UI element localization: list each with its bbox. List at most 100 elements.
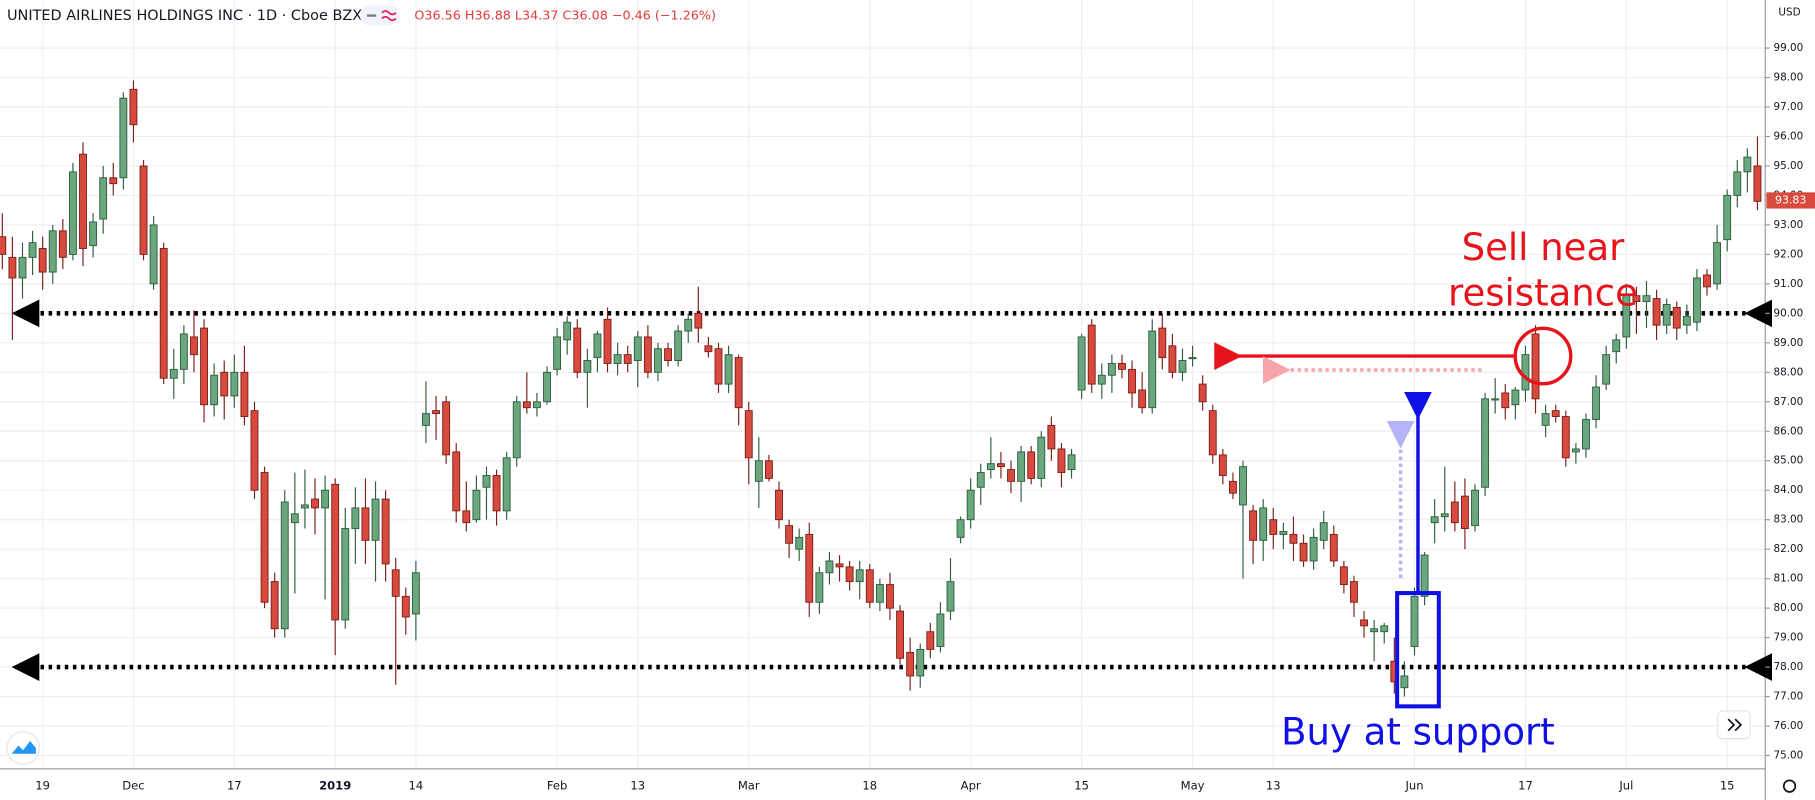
candle-body bbox=[522, 401, 531, 409]
y-tick-label: 96.00 bbox=[1773, 130, 1803, 142]
candle-body bbox=[1289, 533, 1298, 544]
x-tick-label: 17 bbox=[1518, 779, 1533, 793]
y-tick-label: 78.00 bbox=[1773, 661, 1803, 673]
x-tick-label: 17 bbox=[227, 779, 242, 793]
candle-body bbox=[1339, 566, 1348, 586]
candle-body bbox=[502, 457, 511, 512]
candle-body bbox=[321, 489, 330, 509]
ohlc-values: O36.56 H36.88 L34.37 C36.08 −0.46 (−1.26… bbox=[414, 8, 716, 23]
candle-body bbox=[593, 333, 602, 359]
x-tick-label: Jun bbox=[1404, 779, 1423, 793]
candle-body bbox=[1703, 274, 1711, 288]
candle-body bbox=[1632, 295, 1641, 303]
candle-body bbox=[109, 177, 118, 185]
y-tick-label: 86.00 bbox=[1773, 425, 1803, 437]
candle-body bbox=[512, 401, 521, 459]
candle-body bbox=[1662, 304, 1671, 326]
candle-body bbox=[1521, 354, 1530, 391]
candle-body bbox=[300, 504, 309, 509]
candle-body bbox=[1420, 554, 1429, 597]
candle-body bbox=[28, 242, 37, 258]
candle-body bbox=[553, 336, 562, 370]
candle-body bbox=[341, 528, 350, 621]
candle-body bbox=[1228, 480, 1237, 494]
candle-body bbox=[734, 357, 743, 409]
candle-body bbox=[1077, 336, 1086, 391]
candle-body bbox=[1440, 513, 1449, 518]
candle-body bbox=[1208, 410, 1217, 456]
candle-body bbox=[280, 501, 289, 630]
y-tick-label: 98.00 bbox=[1773, 72, 1803, 84]
y-tick-label: 85.00 bbox=[1773, 455, 1803, 467]
candle-body bbox=[855, 569, 864, 583]
y-tick-label: 97.00 bbox=[1773, 101, 1803, 113]
candle-body bbox=[1198, 383, 1207, 403]
candle-body bbox=[1743, 156, 1752, 173]
candle-body bbox=[0, 236, 7, 255]
x-tick-label: Mar bbox=[738, 779, 760, 793]
candle-body bbox=[1259, 507, 1268, 541]
x-tick-label: 19 bbox=[35, 779, 50, 793]
candle-body bbox=[1400, 675, 1409, 689]
candle-body bbox=[946, 581, 955, 612]
candle-body bbox=[815, 572, 824, 603]
candle-body bbox=[764, 460, 773, 479]
candle-body bbox=[1269, 519, 1278, 535]
candle-body bbox=[754, 460, 763, 482]
candle-body bbox=[442, 401, 451, 456]
candle-body bbox=[1148, 330, 1157, 409]
candle-body bbox=[1582, 419, 1590, 450]
logo-button[interactable] bbox=[6, 731, 40, 765]
y-tick-label: 91.00 bbox=[1773, 278, 1803, 290]
candle-body bbox=[1723, 194, 1732, 241]
candle-body bbox=[331, 483, 340, 621]
candle-body bbox=[1612, 339, 1621, 353]
y-tick-label: 81.00 bbox=[1773, 573, 1803, 585]
candle-body bbox=[583, 360, 592, 373]
candle-body bbox=[1188, 357, 1197, 360]
candle-body bbox=[1501, 392, 1510, 409]
candle-body bbox=[1138, 389, 1147, 409]
candle-body bbox=[1531, 333, 1540, 400]
candle-body bbox=[1360, 619, 1368, 627]
candle-body bbox=[169, 368, 178, 379]
price-axis-bg bbox=[1765, 0, 1815, 800]
candle-body bbox=[99, 177, 108, 220]
candle-body bbox=[936, 613, 945, 647]
candle-body bbox=[1057, 448, 1066, 473]
x-tick-label: Feb bbox=[547, 779, 567, 793]
candle-body bbox=[1733, 171, 1742, 196]
candle-body bbox=[1430, 516, 1439, 524]
candle-body bbox=[1279, 531, 1288, 535]
x-tick-label: Apr bbox=[961, 779, 981, 793]
x-tick-label: May bbox=[1181, 779, 1205, 793]
indicator-pill[interactable] bbox=[359, 5, 400, 26]
y-tick-label: 88.00 bbox=[1773, 366, 1803, 378]
x-tick-label: 2019 bbox=[319, 779, 351, 793]
settings-button[interactable] bbox=[1782, 779, 1797, 793]
candle-body bbox=[966, 489, 975, 521]
candle-body bbox=[1602, 354, 1611, 385]
candle-body bbox=[1239, 466, 1247, 506]
candle-body bbox=[926, 631, 935, 650]
candle-body bbox=[744, 410, 753, 459]
candle-body bbox=[684, 318, 693, 332]
candle-body bbox=[1410, 595, 1419, 647]
candle-body bbox=[48, 230, 57, 273]
y-tick-label: 77.00 bbox=[1773, 691, 1803, 703]
candle-body bbox=[1622, 295, 1631, 338]
x-tick-label: Dec bbox=[122, 779, 144, 793]
candle-body bbox=[472, 489, 481, 521]
candle-body bbox=[563, 321, 572, 341]
candle-body bbox=[89, 221, 98, 247]
candle-body bbox=[1128, 368, 1136, 394]
candle-body bbox=[1299, 542, 1308, 562]
logo-icon bbox=[11, 741, 36, 754]
candle-body bbox=[1592, 386, 1600, 420]
candle-body bbox=[200, 327, 208, 406]
y-tick-label: 82.00 bbox=[1773, 543, 1803, 555]
candle-body bbox=[845, 566, 854, 583]
candle-body bbox=[1319, 522, 1328, 541]
candle-body bbox=[573, 327, 582, 373]
